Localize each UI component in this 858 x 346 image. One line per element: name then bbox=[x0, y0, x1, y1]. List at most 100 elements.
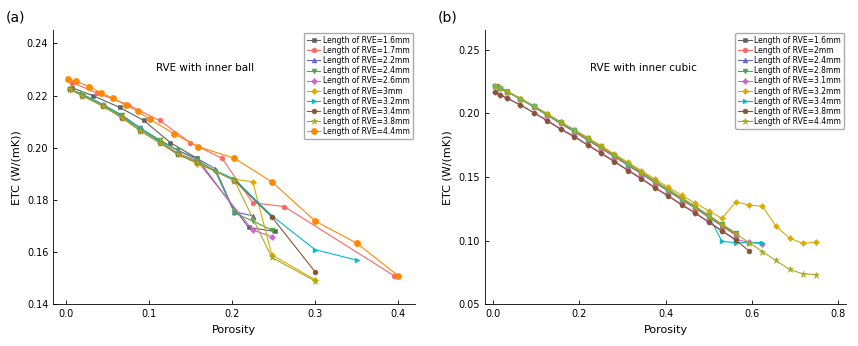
Length of RVE=2mm bbox=[704, 215, 714, 219]
Length of RVE=3.8mm bbox=[267, 255, 277, 260]
Length of RVE=3.4mm bbox=[744, 240, 754, 245]
Length of RVE=3.1mm bbox=[583, 143, 593, 147]
Length of RVE=3mm bbox=[267, 253, 277, 257]
Length of RVE=3.4mm bbox=[98, 104, 108, 108]
Length of RVE=3.2mm bbox=[583, 135, 593, 139]
Length of RVE=2.8mm bbox=[690, 204, 700, 208]
Length of RVE=3.1mm bbox=[623, 168, 633, 172]
Length of RVE=3.2mm bbox=[555, 120, 565, 124]
Length of RVE=3.8mm bbox=[502, 96, 512, 100]
Length of RVE=2.2mm bbox=[172, 148, 183, 153]
Length of RVE=2.4mm bbox=[650, 179, 660, 183]
Length of RVE=3.4mm bbox=[623, 162, 633, 166]
Length of RVE=3mm bbox=[154, 139, 165, 144]
Length of RVE=2.6mm bbox=[98, 103, 108, 107]
Length of RVE=4.4mm bbox=[352, 241, 362, 245]
Length of RVE=2.4mm bbox=[98, 103, 108, 107]
Length of RVE=3.8mm bbox=[555, 127, 565, 131]
Length of RVE=3.2mm bbox=[690, 201, 700, 205]
Line: Length of RVE=3.2mm: Length of RVE=3.2mm bbox=[493, 84, 819, 245]
Length of RVE=2.4mm bbox=[248, 219, 258, 223]
Length of RVE=2.2mm bbox=[154, 138, 165, 142]
Length of RVE=4.4mm bbox=[502, 90, 512, 94]
Length of RVE=4.4mm bbox=[96, 91, 106, 95]
Length of RVE=2.4mm bbox=[731, 232, 741, 236]
Line: Length of RVE=2mm: Length of RVE=2mm bbox=[494, 83, 738, 237]
Length of RVE=3.1mm bbox=[569, 134, 579, 138]
Length of RVE=3.8mm bbox=[583, 143, 593, 147]
Length of RVE=3.2mm bbox=[542, 112, 553, 116]
Length of RVE=3.8mm bbox=[542, 119, 553, 123]
Length of RVE=3.8mm bbox=[490, 90, 500, 94]
Length of RVE=1.6mm bbox=[270, 229, 281, 234]
Length of RVE=2.4mm bbox=[117, 113, 127, 117]
Length of RVE=4.4mm bbox=[267, 180, 277, 184]
Length of RVE=3.8mm bbox=[569, 135, 579, 139]
Length of RVE=3.4mm bbox=[677, 197, 687, 201]
Length of RVE=1.7mm bbox=[389, 274, 399, 278]
Length of RVE=3.1mm bbox=[490, 90, 500, 94]
Length of RVE=4.4mm bbox=[144, 117, 154, 121]
Y-axis label: ETC (W/(mK)): ETC (W/(mK)) bbox=[11, 130, 21, 205]
Length of RVE=1.7mm bbox=[279, 204, 289, 209]
Line: Length of RVE=2.6mm: Length of RVE=2.6mm bbox=[68, 87, 274, 239]
Length of RVE=4.4mm bbox=[229, 156, 239, 161]
Length of RVE=4.4mm bbox=[108, 96, 118, 100]
Length of RVE=2.4mm bbox=[569, 128, 579, 133]
Length of RVE=3.8mm bbox=[64, 87, 75, 91]
Length of RVE=2.4mm bbox=[502, 90, 512, 94]
Length of RVE=1.6mm bbox=[114, 105, 124, 109]
Length of RVE=1.6mm bbox=[716, 224, 727, 228]
Length of RVE=3mm bbox=[310, 277, 320, 282]
Line: Length of RVE=3.4mm: Length of RVE=3.4mm bbox=[68, 87, 317, 274]
Length of RVE=2.4mm bbox=[704, 214, 714, 218]
Length of RVE=3.2mm bbox=[502, 90, 512, 94]
Length of RVE=4.4mm bbox=[120, 103, 130, 107]
Length of RVE=3.8mm bbox=[595, 151, 606, 155]
Length of RVE=3.2mm bbox=[64, 87, 75, 91]
Length of RVE=3.4mm bbox=[117, 116, 127, 120]
Length of RVE=3.2mm bbox=[172, 152, 183, 156]
Length of RVE=2mm bbox=[663, 188, 674, 192]
Length of RVE=1.6mm bbox=[690, 206, 700, 210]
Length of RVE=2.4mm bbox=[637, 171, 647, 175]
Length of RVE=3.4mm bbox=[690, 205, 700, 209]
Length of RVE=3mm bbox=[136, 128, 146, 132]
Length of RVE=3.8mm bbox=[495, 93, 505, 97]
Length of RVE=3.8mm bbox=[731, 238, 741, 242]
Length of RVE=4.4mm bbox=[84, 84, 94, 89]
Length of RVE=2.6mm bbox=[154, 139, 165, 144]
Length of RVE=3.2mm bbox=[784, 236, 795, 240]
Length of RVE=1.7mm bbox=[123, 103, 133, 107]
Length of RVE=4.4mm bbox=[193, 145, 203, 149]
Length of RVE=2mm bbox=[502, 89, 512, 93]
Length of RVE=3.4mm bbox=[502, 90, 512, 94]
Length of RVE=2.8mm bbox=[583, 136, 593, 140]
Length of RVE=3.8mm bbox=[623, 169, 633, 173]
Length of RVE=2.2mm bbox=[117, 113, 127, 117]
Length of RVE=2.2mm bbox=[136, 126, 146, 130]
Length of RVE=2.6mm bbox=[117, 115, 127, 119]
Length of RVE=4.4mm bbox=[650, 179, 660, 183]
Length of RVE=2.4mm bbox=[516, 97, 526, 101]
Length of RVE=3.2mm bbox=[495, 86, 505, 91]
Length of RVE=1.6mm bbox=[542, 113, 553, 117]
Length of RVE=3.1mm bbox=[609, 159, 619, 163]
Length of RVE=1.6mm bbox=[244, 225, 254, 229]
Length of RVE=2.6mm bbox=[248, 228, 258, 232]
Length of RVE=3.4mm bbox=[495, 86, 505, 91]
Line: Length of RVE=4.4mm: Length of RVE=4.4mm bbox=[492, 82, 819, 278]
Length of RVE=3.2mm bbox=[744, 203, 754, 207]
Length of RVE=3.2mm bbox=[716, 216, 727, 220]
Length of RVE=1.6mm bbox=[492, 84, 502, 88]
Length of RVE=1.6mm bbox=[88, 94, 98, 98]
Length of RVE=3.8mm bbox=[310, 279, 320, 283]
Length of RVE=1.7mm bbox=[217, 156, 227, 161]
Length of RVE=2.4mm bbox=[267, 228, 277, 232]
Length of RVE=3mm bbox=[172, 152, 183, 156]
Length of RVE=3.4mm bbox=[267, 215, 277, 219]
Length of RVE=3.2mm bbox=[352, 258, 362, 262]
Length of RVE=2.8mm bbox=[516, 97, 526, 101]
Length of RVE=4.4mm bbox=[609, 153, 619, 157]
Length of RVE=2.8mm bbox=[731, 231, 741, 235]
